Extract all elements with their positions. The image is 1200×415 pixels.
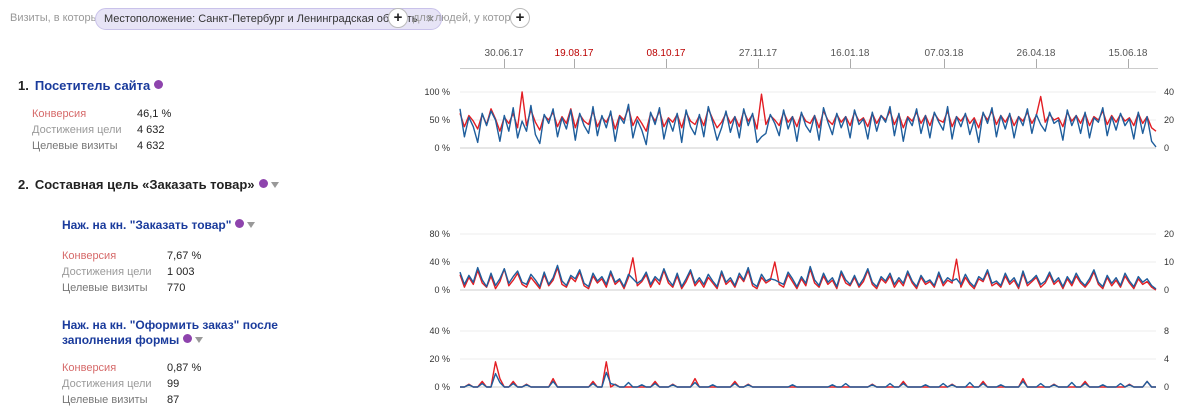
goal-number: 2. bbox=[18, 177, 29, 192]
timeline-tick bbox=[850, 59, 851, 68]
left-tick-label: 0 % bbox=[434, 382, 450, 392]
timeline-tick bbox=[758, 59, 759, 68]
timeline-tick bbox=[1036, 59, 1037, 68]
segment-filter-bar: Визиты, в которых Местоположение: Санкт-… bbox=[0, 0, 1200, 38]
left-tick-label: 0 % bbox=[434, 285, 450, 295]
right-tick-label: 20 bbox=[1164, 115, 1174, 125]
left-tick-label: 40 % bbox=[429, 326, 450, 336]
target-visits-value: 4 632 bbox=[137, 140, 165, 152]
conversion-value: 7,67 % bbox=[167, 250, 202, 262]
timeline-tick bbox=[1128, 59, 1129, 68]
step-2-link-line1[interactable]: Наж. на кн. "Оформить заказ" после bbox=[62, 318, 278, 332]
goal-1-title: 1. Посетитель сайта bbox=[18, 78, 164, 93]
add-visit-condition-button[interactable]: + bbox=[388, 8, 408, 28]
conversion-label: Конверсия bbox=[62, 250, 117, 262]
right-tick-label: 0 bbox=[1164, 382, 1169, 392]
step-2-chart: 40 % 8 20 % 4 0 % 0 bbox=[420, 323, 1200, 395]
conversion-label: Конверсия bbox=[32, 108, 87, 120]
left-tick-label: 20 % bbox=[429, 354, 450, 364]
timeline-tick bbox=[944, 59, 945, 68]
goal-type-icon bbox=[258, 179, 268, 188]
goal-2-name: Составная цель «Заказать товар» bbox=[34, 177, 255, 192]
achievements-value: 1 003 bbox=[167, 266, 195, 278]
timeline-tick bbox=[504, 59, 505, 68]
goal-1-chart-svg: 100 % 40 50 % 20 0 % 0 bbox=[424, 87, 1174, 153]
right-tick-label: 20 bbox=[1164, 229, 1174, 239]
date-timeline: 30.06.17 19.08.17 08.10.17 27.11.17 16.01.18… bbox=[460, 40, 1160, 70]
timeline-tick bbox=[574, 59, 575, 68]
add-people-condition-button[interactable]: + bbox=[510, 8, 530, 28]
achievements-value: 4 632 bbox=[137, 124, 165, 136]
timeline-date-label: 26.04.18 bbox=[1016, 48, 1056, 59]
right-tick-label: 4 bbox=[1164, 354, 1169, 364]
timeline-axis bbox=[460, 68, 1158, 69]
step-1-link[interactable]: Наж. на кн. "Заказать товар" bbox=[62, 218, 232, 232]
target-visits-label: Целевые визиты bbox=[62, 394, 148, 406]
step-1-chart-svg: 80 % 20 40 % 10 0 % 0 bbox=[429, 229, 1174, 295]
left-tick-label: 100 % bbox=[424, 87, 450, 97]
timeline-date-label: 19.08.17 bbox=[554, 48, 594, 59]
conversion-series-line bbox=[460, 361, 1156, 388]
right-tick-label: 8 bbox=[1164, 326, 1169, 336]
timeline-date-label: 16.01.18 bbox=[830, 48, 870, 59]
target-visits-value: 87 bbox=[167, 394, 180, 406]
timeline-date-label: 15.06.18 bbox=[1108, 48, 1148, 59]
timeline-date-label: 08.10.17 bbox=[646, 48, 686, 59]
conversion-series-line bbox=[459, 91, 1157, 132]
goal-1-chart: 100 % 40 50 % 20 0 % 0 bbox=[420, 84, 1200, 156]
achievements-label: Достижения цели bbox=[62, 266, 152, 278]
conversion-value: 0,87 % bbox=[167, 362, 202, 374]
location-filter-label: Местоположение: Санкт-Петербург и Ленинг… bbox=[104, 13, 418, 25]
timeline-date-label: 27.11.17 bbox=[738, 48, 778, 59]
target-visits-label: Целевые визиты bbox=[32, 140, 118, 152]
goal-type-icon bbox=[154, 80, 164, 89]
goal-number: 1. bbox=[18, 78, 29, 93]
right-tick-label: 10 bbox=[1164, 257, 1174, 267]
right-tick-label: 0 bbox=[1164, 143, 1169, 153]
funnel-icon[interactable] bbox=[195, 337, 204, 343]
conversion-value: 46,1 % bbox=[137, 108, 172, 120]
step-1-title[interactable]: Наж. на кн. "Заказать товар" bbox=[62, 218, 256, 233]
funnel-icon[interactable] bbox=[247, 222, 256, 228]
right-tick-label: 40 bbox=[1164, 87, 1174, 97]
right-tick-label: 0 bbox=[1164, 285, 1169, 295]
goal-1-link[interactable]: Посетитель сайта bbox=[34, 78, 151, 93]
target-visits-value: 770 bbox=[167, 282, 186, 294]
achievements-label: Достижения цели bbox=[32, 124, 122, 136]
visits-series-line bbox=[459, 264, 1157, 290]
achievements-value: 99 bbox=[167, 378, 180, 390]
step-2-chart-svg: 40 % 820 % 40 % 0 bbox=[429, 326, 1169, 392]
goal-2-title: 2. Составная цель «Заказать товар» bbox=[18, 177, 279, 192]
filter-prefix-label: Визиты, в которых bbox=[10, 12, 104, 24]
left-tick-label: 0 % bbox=[434, 143, 450, 153]
close-icon[interactable]: × bbox=[426, 11, 435, 26]
left-tick-label: 80 % bbox=[429, 229, 450, 239]
goal-type-icon bbox=[235, 219, 245, 228]
step-2-link-line2[interactable]: заполнения формы bbox=[62, 333, 180, 347]
conversion-label: Конверсия bbox=[62, 362, 117, 374]
visits-series-line bbox=[459, 103, 1157, 148]
funnel-icon[interactable] bbox=[270, 182, 279, 188]
timeline-date-label: 30.06.17 bbox=[484, 48, 524, 59]
step-1-chart: 80 % 20 40 % 10 0 % 0 bbox=[420, 226, 1200, 298]
timeline-tick bbox=[666, 59, 667, 68]
goal-type-icon bbox=[183, 334, 193, 343]
location-filter-chip[interactable]: Местоположение: Санкт-Петербург и Ленинг… bbox=[95, 8, 443, 30]
target-visits-label: Целевые визиты bbox=[62, 282, 148, 294]
step-2-title[interactable]: Наж. на кн. "Оформить заказ" после запол… bbox=[62, 318, 278, 348]
achievements-label: Достижения цели bbox=[62, 378, 152, 390]
filter-people-label: для людей, у которых bbox=[413, 12, 524, 24]
visits-series-line bbox=[460, 371, 1156, 388]
timeline-date-label: 07.03.18 bbox=[924, 48, 964, 59]
left-tick-label: 40 % bbox=[429, 257, 450, 267]
left-tick-label: 50 % bbox=[429, 115, 450, 125]
